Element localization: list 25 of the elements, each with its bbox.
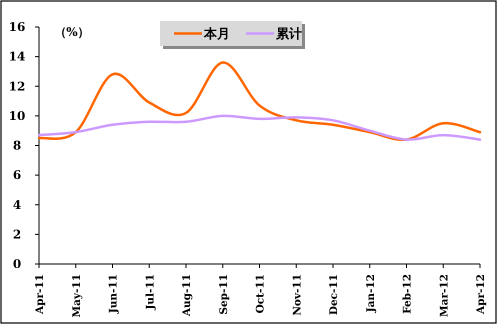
- x-tick-label: Sep-11: [218, 274, 230, 315]
- x-tick-label: Jan-12: [364, 274, 377, 314]
- x-tick-label: Oct-11: [254, 274, 266, 314]
- y-tick-label: 6: [12, 168, 22, 182]
- y-tick-label: 2: [12, 227, 22, 242]
- x-tick-label: Apr-12: [475, 274, 487, 315]
- x-tick-label: Dec-11: [328, 274, 340, 316]
- y-tick-label: 8: [12, 138, 22, 152]
- y-tick-label: 4: [12, 198, 22, 212]
- x-tick-label: Apr-11: [34, 274, 46, 315]
- x-tick-label: May-11: [70, 274, 83, 318]
- legend-label: 累计: [275, 27, 302, 42]
- y-tick-label: 0: [12, 257, 22, 271]
- y-axis-title: （%）: [54, 25, 90, 39]
- x-tick-label: Aug-11: [181, 274, 193, 318]
- y-tick-label: 14: [8, 50, 26, 64]
- y-tick-label: 16: [8, 20, 26, 34]
- x-tick-label: Mar-12: [438, 274, 450, 317]
- x-tick-label: Jun-11: [108, 274, 120, 314]
- x-tick-label: Feb-12: [402, 274, 414, 314]
- y-tick-label: 10: [8, 108, 26, 123]
- x-tick-label: Jul-11: [144, 274, 156, 311]
- x-tick-label: Nov-11: [291, 274, 304, 316]
- y-tick-label: 12: [8, 79, 26, 94]
- legend-label: 本月: [203, 27, 230, 42]
